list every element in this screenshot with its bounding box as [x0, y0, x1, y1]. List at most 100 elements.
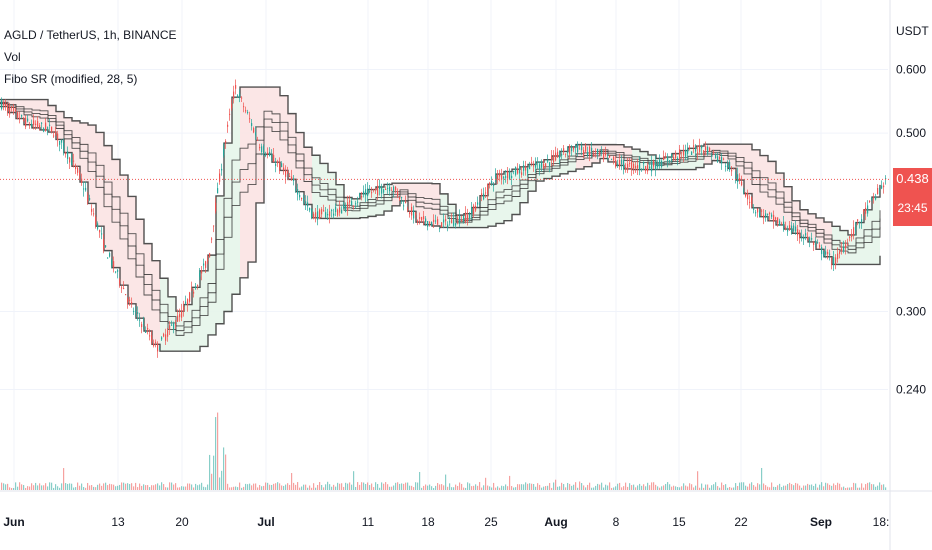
candle-body [621, 159, 623, 165]
volume-bar [205, 487, 207, 490]
candle-body [741, 181, 743, 186]
candle-body [759, 211, 761, 218]
symbol-title[interactable]: AGLD / TetherUS, 1h, BINANCE [4, 28, 177, 42]
volume-bar [743, 482, 745, 490]
candle-body [265, 154, 267, 156]
volume-bar [241, 487, 243, 490]
candle-body [45, 122, 47, 131]
candle-body [199, 273, 201, 277]
volume-bar [631, 485, 633, 490]
volume-bar [683, 483, 685, 490]
volume-bar [659, 487, 661, 490]
candle-body [207, 258, 209, 262]
volume-bar [679, 487, 681, 490]
volume-bar [317, 484, 319, 490]
volume-bar [699, 487, 701, 490]
candle-body [307, 202, 309, 207]
volume-bar [437, 483, 439, 490]
indicator-fibo-sr[interactable]: Fibo SR (modified, 28, 5) [4, 72, 138, 86]
volume-bar [235, 486, 237, 490]
volume-bar [623, 486, 625, 490]
candle-body [149, 335, 151, 337]
candle-body [775, 217, 777, 220]
volume-bar [183, 486, 185, 490]
volume-bar [51, 482, 53, 490]
candle-body [333, 213, 335, 216]
candle-body [581, 145, 583, 151]
candle-body [177, 315, 179, 322]
candle-body [327, 214, 329, 216]
volume-bar [751, 482, 753, 490]
volume-bar [811, 484, 813, 490]
volume-bar [813, 485, 815, 490]
candle-body [101, 233, 103, 235]
volume-bar [287, 483, 289, 490]
volume-bar [377, 483, 379, 490]
volume-bar [815, 483, 817, 490]
sr-fill [432, 183, 440, 227]
volume-bar [823, 486, 825, 490]
candle-body [539, 164, 541, 169]
sr-fill [208, 255, 216, 335]
candle-body [255, 132, 257, 136]
candle-body [629, 162, 631, 164]
volume-bar [255, 483, 257, 490]
candle-body [487, 184, 489, 194]
indicator-volume[interactable]: Vol [4, 50, 21, 64]
candle-body [517, 169, 519, 174]
volume-bar [257, 487, 259, 490]
candle-body [247, 111, 249, 113]
volume-bar [147, 485, 149, 490]
volume-bar [875, 486, 877, 490]
volume-bar [563, 484, 565, 490]
candle-body [49, 124, 51, 126]
volume-bar [87, 482, 89, 490]
candle-body [191, 288, 193, 290]
candle-body [693, 145, 695, 147]
candle-body [735, 177, 737, 179]
candle-body [591, 147, 593, 152]
volume-bar [441, 484, 443, 490]
sr-fill [296, 132, 304, 192]
candle-body [135, 310, 137, 313]
volume-bar [203, 486, 205, 490]
volume-bar [613, 487, 615, 490]
candle-body [637, 165, 639, 169]
volume-bar [321, 484, 323, 490]
candle-body [545, 163, 547, 168]
volume-bar [47, 486, 49, 490]
volume-bar [845, 487, 847, 490]
countdown-badge: 23:45 [893, 190, 932, 227]
volume-bar [617, 483, 619, 490]
sr-fill [864, 209, 872, 265]
sr-fill [184, 304, 192, 352]
volume-bar [707, 484, 709, 490]
volume-bar [193, 487, 195, 490]
volume-bar [133, 486, 135, 490]
volume-bar [669, 484, 671, 490]
candle-body [427, 221, 429, 227]
candle-body [181, 310, 183, 318]
volume-bar [339, 483, 341, 490]
candle-body [825, 251, 827, 255]
volume-bar [883, 484, 885, 490]
sr-fill [248, 87, 256, 263]
candle-body [195, 286, 197, 289]
candle-body [387, 187, 389, 189]
candle-body [321, 209, 323, 215]
volume-bar [267, 482, 269, 490]
volume-bar [61, 483, 63, 490]
volume-bar [673, 485, 675, 490]
candle-body [345, 205, 347, 212]
volume-bar [695, 485, 697, 490]
candle-body [535, 163, 537, 168]
candle-body [743, 190, 745, 192]
sr-fill [112, 159, 120, 268]
last-price-badge: 0.438 [893, 168, 932, 191]
volume-bar [309, 485, 311, 490]
volume-bar [259, 484, 261, 490]
volume-bar [97, 484, 99, 490]
candle-body [633, 163, 635, 169]
volume-bar [223, 447, 225, 490]
